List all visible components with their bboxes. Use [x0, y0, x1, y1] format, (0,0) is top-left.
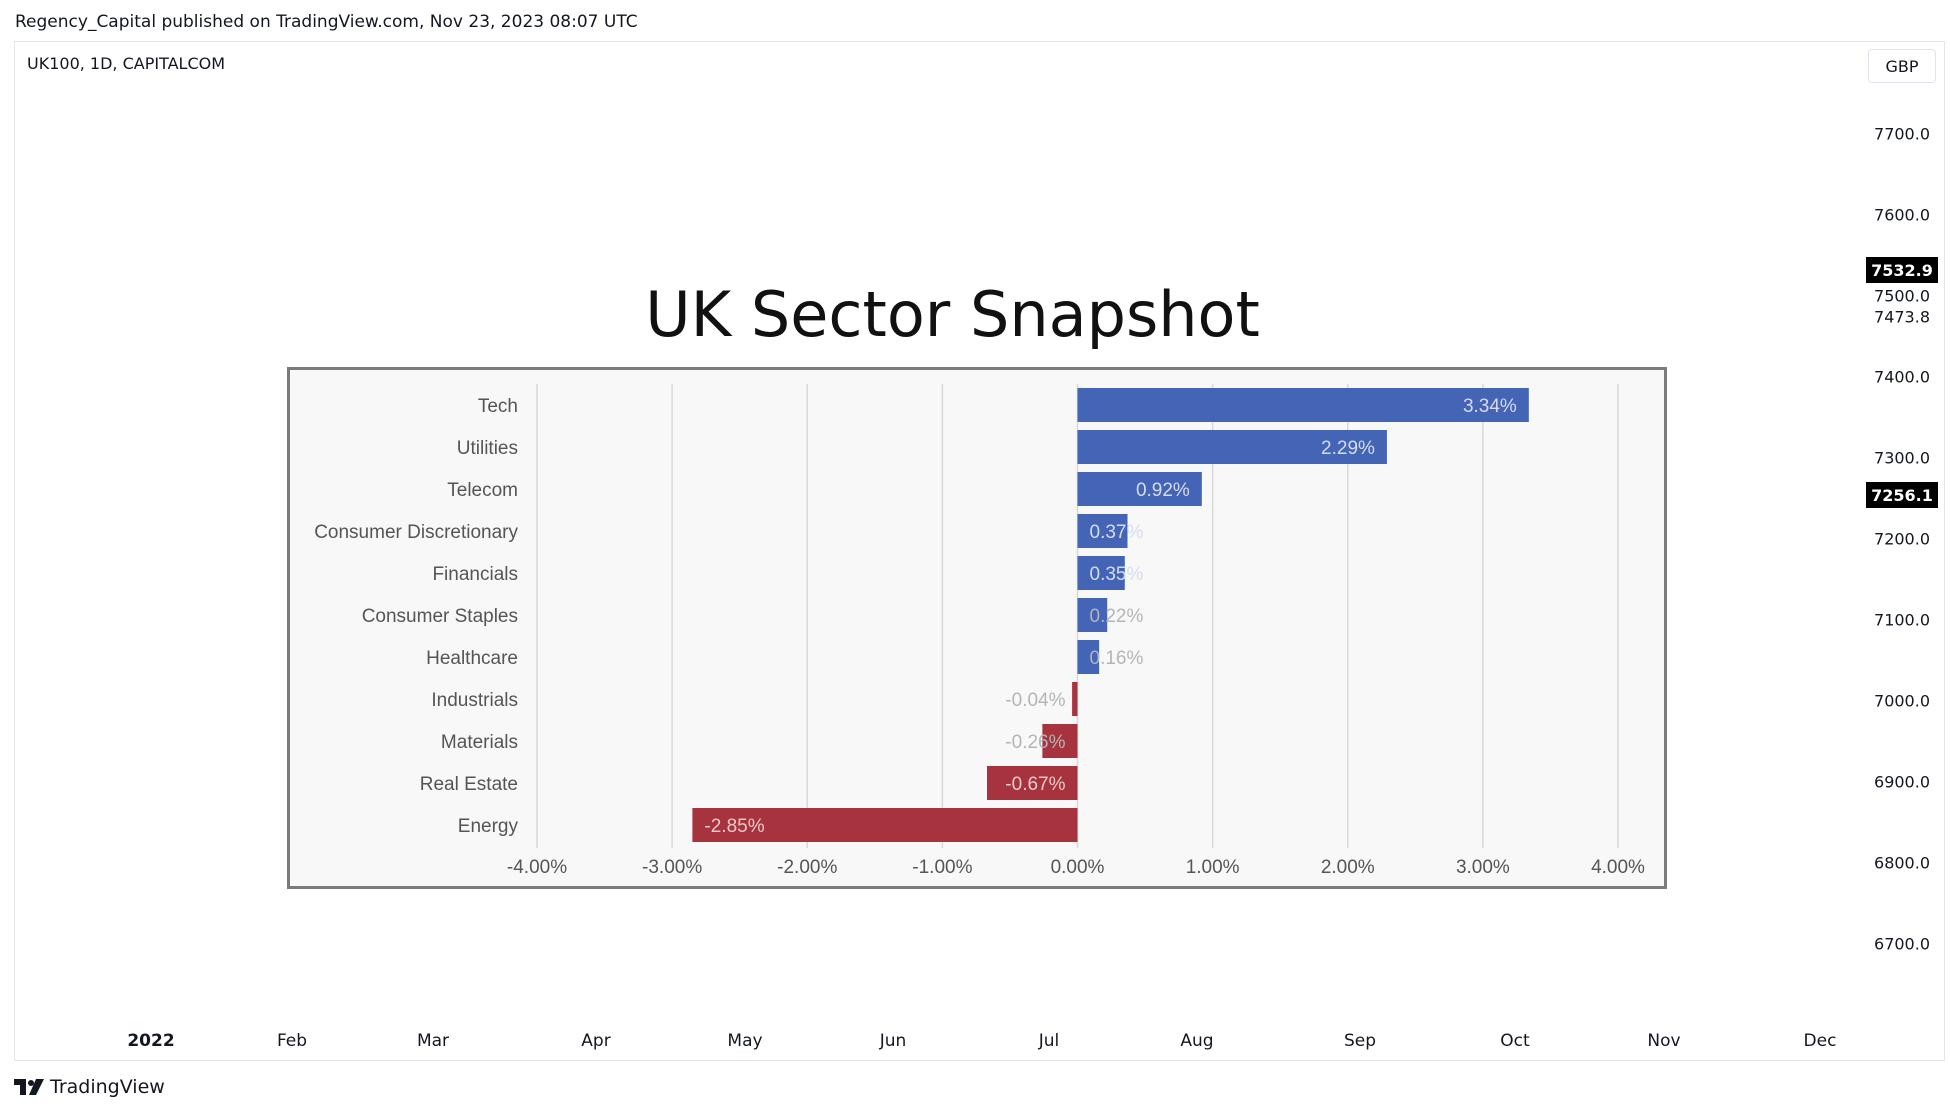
symbol-label[interactable]: UK100, 1D, CAPITALCOM: [27, 54, 226, 73]
category-label: Telecom: [447, 480, 518, 501]
price-tick: 7473.8: [1874, 307, 1930, 327]
x-tick-label: 3.00%: [1456, 857, 1510, 878]
price-tick: 6900.0: [1874, 772, 1930, 792]
bar: [692, 808, 1078, 842]
bar: [1077, 514, 1128, 548]
time-tick: Aug: [1180, 1031, 1214, 1051]
data-label: -2.85%: [704, 816, 764, 837]
bar: [1077, 472, 1202, 506]
tradingview-brand: TradingView: [50, 1076, 165, 1098]
price-tick: 7100.0: [1874, 610, 1930, 630]
data-label: -0.04%: [1005, 690, 1065, 711]
data-label: 0.92%: [1136, 480, 1190, 501]
time-tick: Feb: [276, 1031, 308, 1051]
category-label: Healthcare: [426, 648, 518, 669]
time-tick: Mar: [416, 1031, 450, 1051]
x-tick-label: -1.00%: [912, 857, 972, 878]
x-tick-label: -2.00%: [777, 857, 837, 878]
x-tick-label: -3.00%: [642, 857, 702, 878]
chart-frame[interactable]: [14, 41, 1945, 1061]
time-tick: Jun: [879, 1031, 907, 1051]
bar: [1077, 640, 1100, 674]
price-tick: 7700.0: [1874, 124, 1930, 144]
x-tick-label: 1.00%: [1186, 857, 1240, 878]
price-badge-last: 7256.1: [1866, 482, 1938, 508]
price-tick: 6800.0: [1874, 853, 1930, 873]
sector-bar-chart: -4.00% -3.00% -2.00% -1.00% 0.00% 1.00% 2.00% 3…: [287, 367, 1667, 889]
bar: [1042, 724, 1078, 758]
x-tick-label: 4.00%: [1591, 857, 1645, 878]
category-label: Materials: [441, 732, 518, 753]
price-badge-high: 7532.9: [1866, 257, 1938, 283]
time-tick: Nov: [1647, 1031, 1681, 1051]
x-tick-label: 0.00%: [1051, 857, 1105, 878]
bar: [1077, 556, 1125, 590]
data-label: 0.22%: [1090, 606, 1144, 627]
bar: [1077, 430, 1387, 464]
category-label: Consumer Discretionary: [314, 522, 518, 543]
time-tick: Apr: [581, 1031, 611, 1051]
time-tick: Dec: [1803, 1031, 1837, 1051]
bar: [1077, 388, 1529, 422]
category-label: Tech: [478, 396, 518, 417]
price-tick: 7600.0: [1874, 205, 1930, 225]
time-tick: Oct: [1500, 1031, 1530, 1051]
sector-bar-chart-svg: -4.00% -3.00% -2.00% -1.00% 0.00% 1.00% 2.00% 3…: [314, 384, 1645, 878]
data-label: 3.34%: [1463, 396, 1517, 417]
category-label: Utilities: [457, 438, 518, 459]
data-label: -0.67%: [1005, 774, 1065, 795]
price-tick: 7500.0: [1874, 286, 1930, 306]
time-tick: Jul: [1038, 1031, 1060, 1051]
price-tick: 7300.0: [1874, 448, 1930, 468]
category-label: Real Estate: [420, 774, 518, 795]
tradingview-logo[interactable]: TradingView: [14, 1076, 165, 1098]
data-label: 2.29%: [1321, 438, 1375, 459]
data-label: 0.37%: [1090, 522, 1144, 543]
category-label: Industrials: [431, 690, 518, 711]
data-label: 0.35%: [1090, 564, 1144, 585]
chart-title: UK Sector Snapshot: [645, 278, 1260, 351]
x-tick-label: 2.00%: [1321, 857, 1375, 878]
bar: [1072, 682, 1078, 716]
x-tick-label: -4.00%: [507, 857, 567, 878]
currency-button[interactable]: GBP: [1868, 49, 1936, 83]
data-label: 0.16%: [1090, 648, 1144, 669]
category-label: Financials: [432, 564, 518, 585]
category-label: Consumer Staples: [362, 606, 518, 627]
time-tick: 2022: [127, 1031, 175, 1051]
price-tick: 7000.0: [1874, 691, 1930, 711]
price-tick: 6700.0: [1874, 934, 1930, 954]
bar: [1077, 598, 1108, 632]
tradingview-logo-icon: [14, 1079, 44, 1095]
category-label: Energy: [458, 816, 519, 837]
time-tick: Sep: [1343, 1031, 1377, 1051]
data-label: -0.26%: [1005, 732, 1065, 753]
price-tick: 7200.0: [1874, 529, 1930, 549]
published-line: Regency_Capital published on TradingView…: [15, 12, 638, 32]
price-tick: 7400.0: [1874, 367, 1930, 387]
bar: [986, 766, 1078, 800]
time-tick: May: [727, 1031, 763, 1051]
